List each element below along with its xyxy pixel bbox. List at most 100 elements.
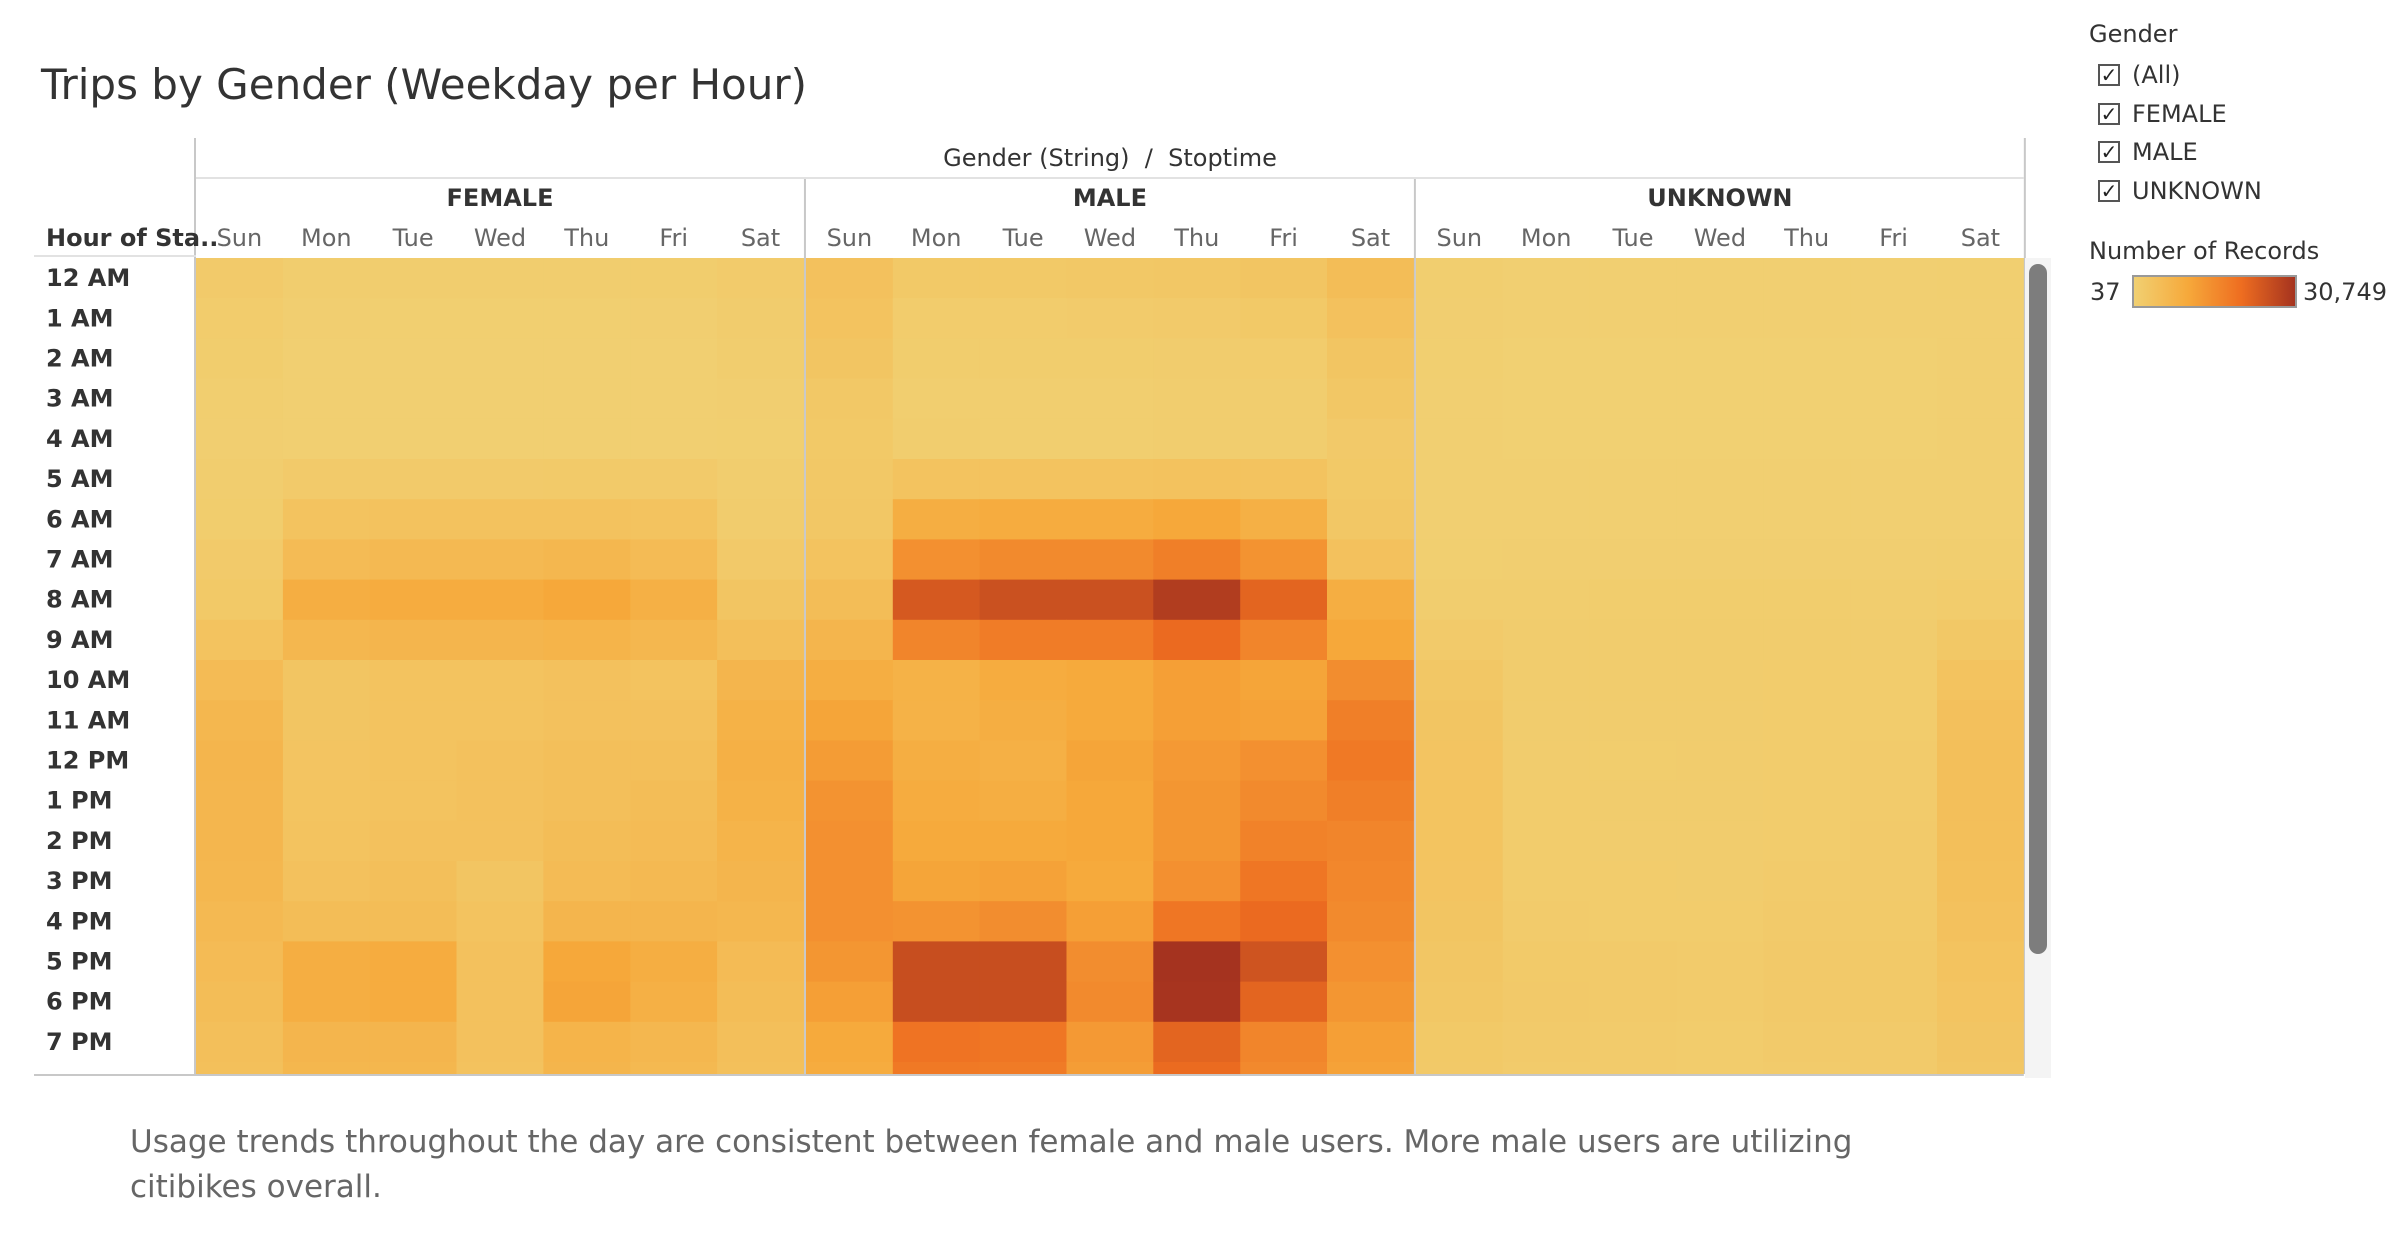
heatmap-cell[interactable] — [1589, 579, 1677, 621]
heatmap-cell[interactable] — [1502, 579, 1591, 621]
heatmap-cell[interactable] — [805, 820, 894, 862]
heatmap-cell[interactable] — [1415, 298, 1504, 339]
heatmap-cell[interactable] — [1850, 700, 1938, 741]
heatmap-cell[interactable] — [1850, 901, 1938, 942]
heatmap-cell[interactable] — [196, 1021, 284, 1063]
heatmap-cell[interactable] — [456, 619, 544, 661]
heatmap-cell[interactable] — [717, 258, 805, 299]
heatmap-cell[interactable] — [1850, 1021, 1938, 1063]
heatmap-cell[interactable] — [369, 660, 458, 701]
heatmap-cell[interactable] — [196, 499, 284, 540]
heatmap-cell[interactable] — [979, 579, 1067, 621]
heatmap-cell[interactable] — [369, 499, 458, 540]
heatmap-cell[interactable] — [805, 660, 894, 701]
heatmap-cell[interactable] — [892, 1021, 981, 1063]
heatmap-cell[interactable] — [369, 941, 458, 983]
heatmap-cell[interactable] — [1066, 298, 1154, 339]
heatmap-cell[interactable] — [1153, 700, 1241, 741]
heatmap-cell[interactable] — [543, 298, 631, 339]
heatmap-cell[interactable] — [1415, 539, 1504, 581]
heatmap-cell[interactable] — [1153, 418, 1241, 460]
heatmap-cell[interactable] — [1327, 660, 1415, 701]
heatmap-cell[interactable] — [1850, 579, 1938, 621]
heatmap-cell[interactable] — [1589, 700, 1677, 741]
heatmap-cell[interactable] — [369, 981, 458, 1023]
heatmap-cell[interactable] — [1415, 740, 1504, 782]
heatmap-cell[interactable] — [1937, 539, 2025, 581]
heatmap-cell[interactable] — [1850, 499, 1938, 540]
heatmap-cell[interactable] — [1502, 539, 1591, 581]
heatmap-cell[interactable] — [717, 901, 805, 942]
heatmap-cell[interactable] — [456, 338, 544, 380]
heatmap-cell[interactable] — [369, 619, 458, 661]
heatmap-cell[interactable] — [1240, 740, 1328, 782]
heatmap-cell[interactable] — [979, 981, 1067, 1023]
heatmap-cell[interactable] — [717, 1021, 805, 1063]
heatmap-cell[interactable] — [1850, 418, 1938, 460]
heatmap-cell[interactable] — [805, 901, 894, 942]
heatmap-cell[interactable] — [1327, 258, 1415, 299]
heatmap-cell[interactable] — [1153, 298, 1241, 339]
heatmap-cell[interactable] — [805, 459, 894, 500]
heatmap-cell[interactable] — [543, 740, 631, 782]
heatmap-cell[interactable] — [456, 861, 544, 902]
heatmap-cell[interactable] — [1327, 579, 1415, 621]
heatmap-cell[interactable] — [282, 619, 371, 661]
heatmap-cell[interactable] — [1937, 780, 2025, 822]
heatmap-cell[interactable] — [196, 700, 284, 741]
heatmap-cell[interactable] — [1327, 459, 1415, 500]
heatmap-cell[interactable] — [1153, 499, 1241, 540]
heatmap-cell[interactable] — [1066, 740, 1154, 782]
heatmap-cell[interactable] — [892, 619, 981, 661]
heatmap-cell[interactable] — [630, 298, 718, 339]
heatmap-cell[interactable] — [1676, 258, 1764, 299]
heatmap-cell[interactable] — [979, 1021, 1067, 1063]
heatmap-cell[interactable] — [717, 660, 805, 701]
heatmap-cell[interactable] — [1153, 539, 1241, 581]
heatmap-cell[interactable] — [1327, 780, 1415, 822]
heatmap-cell[interactable] — [1415, 338, 1504, 380]
heatmap-cell[interactable] — [1676, 740, 1764, 782]
heatmap-cell[interactable] — [1676, 619, 1764, 661]
heatmap-cell[interactable] — [196, 901, 284, 942]
heatmap-cell[interactable] — [282, 258, 371, 299]
heatmap-cell[interactable] — [979, 740, 1067, 782]
heatmap-cell[interactable] — [1066, 820, 1154, 862]
heatmap-cell[interactable] — [1850, 258, 1938, 299]
heatmap-cell[interactable] — [196, 780, 284, 822]
heatmap-cell[interactable] — [1327, 499, 1415, 540]
heatmap-cell[interactable] — [979, 378, 1067, 420]
heatmap-cell[interactable] — [196, 539, 284, 581]
heatmap-cell[interactable] — [805, 780, 894, 822]
heatmap-cell[interactable] — [1937, 298, 2025, 339]
heatmap-cell[interactable] — [456, 258, 544, 299]
heatmap-cell[interactable] — [1676, 338, 1764, 380]
heatmap-cell[interactable] — [1327, 941, 1415, 983]
heatmap-cell[interactable] — [1066, 579, 1154, 621]
heatmap-cell[interactable] — [1240, 579, 1328, 621]
heatmap-cell[interactable] — [1502, 861, 1591, 902]
heatmap-cells[interactable] — [196, 258, 2025, 1074]
heatmap-cell[interactable] — [1502, 700, 1591, 741]
heatmap-cell[interactable] — [1589, 258, 1677, 299]
heatmap-cell[interactable] — [1415, 901, 1504, 942]
heatmap-cell[interactable] — [456, 1021, 544, 1063]
heatmap-cell[interactable] — [717, 499, 805, 540]
heatmap-cell[interactable] — [1153, 579, 1241, 621]
heatmap-cell[interactable] — [196, 298, 284, 339]
heatmap-cell[interactable] — [196, 459, 284, 500]
heatmap-cell[interactable] — [892, 660, 981, 701]
heatmap-cell[interactable] — [1327, 298, 1415, 339]
heatmap-cell[interactable] — [717, 700, 805, 741]
heatmap-cell[interactable] — [543, 338, 631, 380]
heatmap-cell[interactable] — [717, 941, 805, 983]
heatmap-cell[interactable] — [1676, 539, 1764, 581]
heatmap-cell[interactable] — [369, 780, 458, 822]
heatmap-cell[interactable] — [543, 861, 631, 902]
heatmap-cell[interactable] — [1502, 1021, 1591, 1063]
heatmap-cell[interactable] — [1153, 861, 1241, 902]
heatmap-cell[interactable] — [1763, 700, 1851, 741]
heatmap-cell[interactable] — [1415, 820, 1504, 862]
heatmap-cell[interactable] — [196, 619, 284, 661]
heatmap-cell[interactable] — [630, 861, 718, 902]
